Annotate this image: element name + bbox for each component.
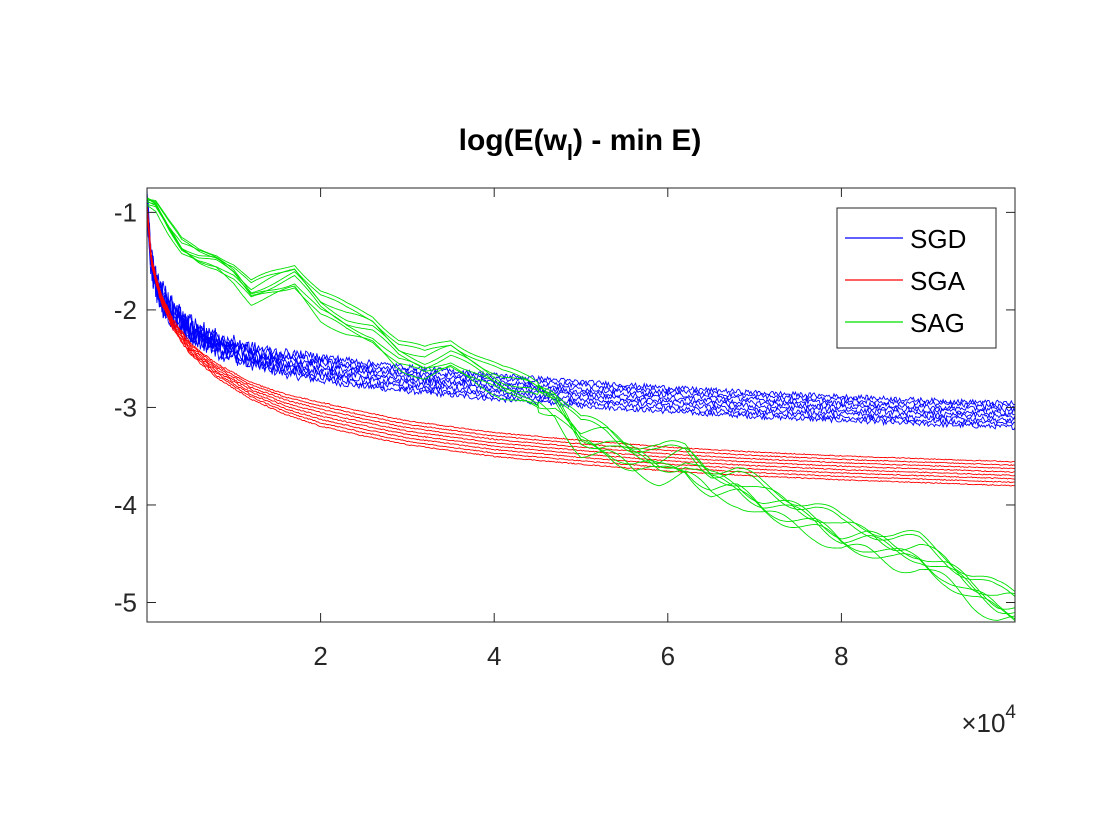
- series-sag-run-4: [147, 198, 1015, 615]
- series-sgd-run-8: [147, 215, 1015, 406]
- legend: SGD SGA SAG: [836, 207, 997, 349]
- chart-title: log(E(wl) - min E): [459, 124, 702, 165]
- series-sga-run-2: [147, 209, 1015, 484]
- legend-label-sgd: SGD: [910, 224, 966, 254]
- series-layer: [147, 188, 1015, 622]
- legend-box: [836, 207, 997, 349]
- series-sga-run-4: [147, 207, 1015, 477]
- x-axis-exponent-power: 4: [1005, 702, 1016, 723]
- plot-frame: [146, 187, 1016, 623]
- series-sag-run-1: [147, 204, 1015, 621]
- y-tick-label: -1: [114, 197, 137, 227]
- x-tick-label: 2: [313, 641, 327, 671]
- y-tick-label: -3: [114, 392, 137, 422]
- series-sga-run-5: [147, 207, 1015, 473]
- series-sga-run-6: [147, 205, 1015, 470]
- series-sag-run-7: [147, 199, 1015, 597]
- chart-title-main: log(E(w: [459, 124, 568, 157]
- legend-label-sag: SAG: [910, 308, 965, 338]
- series-sga: [147, 203, 1015, 487]
- x-tick-label: 6: [661, 641, 675, 671]
- series-sag-run-8: [147, 198, 1015, 593]
- x-axis-exponent-base: ×10: [961, 708, 1005, 738]
- tick-labels-layer: 2 4 6 8 -1 -2 -3 -4 -5: [114, 197, 849, 671]
- series-sgd: [147, 188, 1015, 431]
- series-sag-run-5: [147, 197, 1015, 610]
- y-tick-label: -2: [114, 295, 137, 325]
- series-sag: [147, 197, 1015, 622]
- x-axis-exponent: ×104: [961, 702, 1016, 738]
- ticks-layer: [147, 188, 1015, 622]
- x-tick-label: 4: [487, 641, 501, 671]
- y-tick-label: -4: [114, 490, 137, 520]
- chart-title-rest: ) - min E): [573, 124, 701, 157]
- series-sgd-run-4: [147, 193, 1015, 420]
- x-tick-label: 8: [834, 641, 848, 671]
- legend-label-sga: SGA: [910, 266, 966, 296]
- y-tick-label: -5: [114, 587, 137, 617]
- series-sgd-run-3: [147, 206, 1015, 424]
- series-sag-run-3: [147, 201, 1015, 620]
- series-sgd-run-6: [147, 197, 1015, 414]
- series-sag-run-2: [147, 203, 1015, 622]
- series-sga-run-1: [147, 210, 1015, 487]
- chart-title-subscript: l: [567, 140, 573, 165]
- series-sgd-run-5: [147, 188, 1015, 417]
